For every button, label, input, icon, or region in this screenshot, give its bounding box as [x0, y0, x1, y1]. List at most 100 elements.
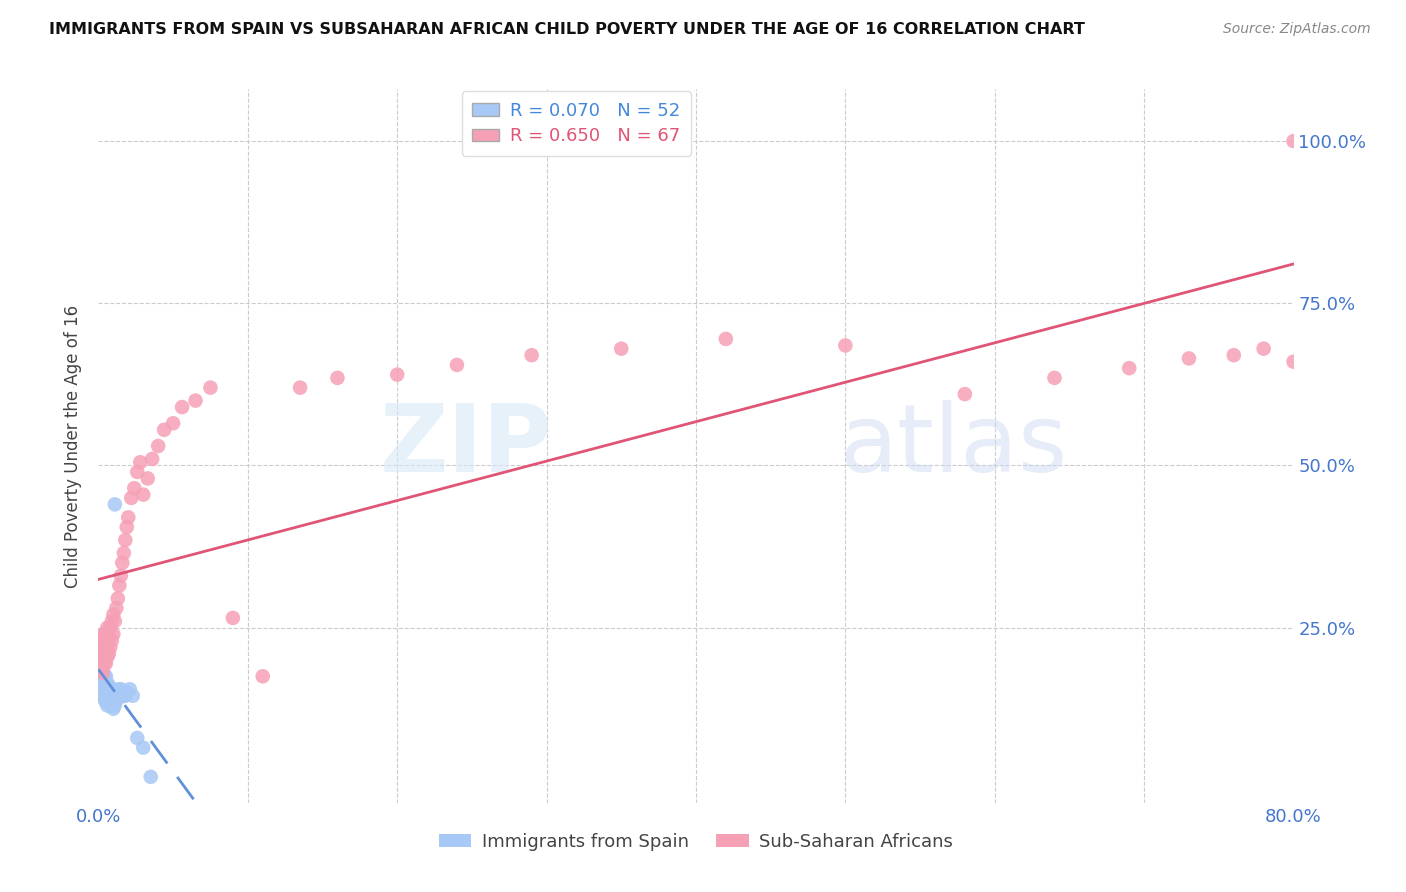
Point: [91, 675, 114, 690]
Point: [93, 643, 115, 657]
Point: [91, 640, 114, 654]
Point: [326, 371, 349, 385]
Point: [162, 417, 184, 431]
Point: [104, 497, 127, 511]
Point: [153, 423, 176, 437]
Point: [90, 653, 112, 667]
Point: [184, 393, 207, 408]
Point: [114, 689, 136, 703]
Point: [91, 666, 114, 681]
Point: [90, 669, 112, 683]
Point: [97, 631, 120, 645]
Point: [89, 647, 111, 661]
Point: [90, 675, 112, 690]
Point: [103, 682, 125, 697]
Point: [139, 770, 162, 784]
Point: [953, 387, 976, 401]
Point: [112, 689, 135, 703]
Point: [1253, 342, 1275, 356]
Point: [93, 675, 115, 690]
Point: [124, 481, 146, 495]
Point: [103, 627, 125, 641]
Point: [93, 685, 115, 699]
Point: [98, 692, 122, 706]
Point: [127, 465, 149, 479]
Point: [94, 695, 117, 709]
Point: [172, 400, 194, 414]
Point: [446, 358, 468, 372]
Point: [1282, 134, 1305, 148]
Point: [96, 637, 118, 651]
Point: [252, 669, 274, 683]
Point: [111, 556, 134, 570]
Point: [834, 338, 856, 352]
Point: [117, 510, 139, 524]
Point: [110, 682, 132, 697]
Point: [89, 657, 111, 671]
Point: [101, 698, 124, 713]
Point: [1178, 351, 1201, 366]
Point: [94, 679, 117, 693]
Point: [89, 637, 111, 651]
Point: [94, 643, 117, 657]
Point: [93, 631, 115, 645]
Point: [1223, 348, 1246, 362]
Point: [89, 643, 111, 657]
Point: [93, 692, 115, 706]
Point: [94, 657, 117, 671]
Point: [90, 682, 112, 697]
Point: [90, 663, 112, 677]
Point: [136, 471, 159, 485]
Point: [141, 452, 163, 467]
Point: [97, 695, 120, 709]
Point: [105, 689, 128, 703]
Point: [103, 692, 125, 706]
Point: [114, 533, 136, 547]
Point: [132, 740, 155, 755]
Point: [90, 663, 112, 677]
Point: [1043, 371, 1066, 385]
Point: [91, 627, 114, 641]
Point: [129, 455, 152, 469]
Point: [98, 621, 122, 635]
Point: [91, 653, 114, 667]
Point: [121, 689, 143, 703]
Text: Source: ZipAtlas.com: Source: ZipAtlas.com: [1223, 22, 1371, 37]
Point: [148, 439, 170, 453]
Point: [94, 669, 117, 683]
Point: [110, 568, 132, 582]
Point: [98, 698, 122, 713]
Point: [103, 607, 125, 622]
Text: IMMIGRANTS FROM SPAIN VS SUBSAHARAN AFRICAN CHILD POVERTY UNDER THE AGE OF 16 CO: IMMIGRANTS FROM SPAIN VS SUBSAHARAN AFRI…: [49, 22, 1085, 37]
Point: [132, 488, 155, 502]
Text: ZIP: ZIP: [380, 400, 553, 492]
Point: [96, 675, 118, 690]
Point: [90, 649, 112, 664]
Point: [200, 381, 222, 395]
Point: [610, 342, 633, 356]
Point: [115, 520, 138, 534]
Legend: Immigrants from Spain, Sub-Saharan Africans: Immigrants from Spain, Sub-Saharan Afric…: [432, 826, 960, 858]
Point: [101, 614, 124, 628]
Point: [89, 653, 111, 667]
Point: [385, 368, 409, 382]
Point: [107, 692, 129, 706]
Point: [93, 669, 115, 683]
Point: [101, 633, 124, 648]
Point: [94, 689, 117, 703]
Point: [94, 627, 117, 641]
Point: [714, 332, 737, 346]
Point: [101, 689, 124, 703]
Point: [96, 689, 118, 703]
Point: [97, 689, 120, 703]
Point: [111, 685, 134, 699]
Point: [90, 640, 112, 654]
Point: [108, 578, 131, 592]
Point: [98, 682, 122, 697]
Point: [127, 731, 149, 745]
Point: [90, 657, 112, 671]
Point: [115, 685, 138, 699]
Point: [104, 698, 127, 713]
Point: [222, 611, 245, 625]
Point: [288, 381, 311, 395]
